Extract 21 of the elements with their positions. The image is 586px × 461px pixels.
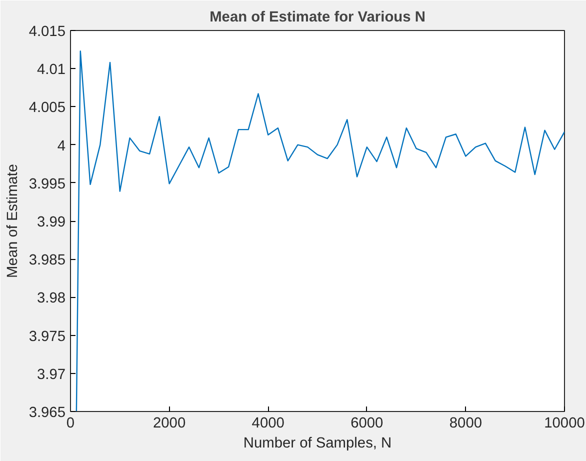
y-tick-label: 4.015 xyxy=(28,24,66,40)
y-axis-title: Mean of Estimate xyxy=(4,164,21,278)
y-tick-label: 3.965 xyxy=(28,405,66,421)
y-tick-label: 4 xyxy=(57,138,66,154)
x-tick-label: 10000 xyxy=(544,416,585,432)
y-tick-label: 3.995 xyxy=(28,176,66,192)
x-tick-label: 8000 xyxy=(449,416,482,432)
x-tick-label: 4000 xyxy=(252,416,284,432)
line-series xyxy=(76,50,564,412)
chart-title: Mean of Estimate for Various N xyxy=(210,10,426,26)
x-tick-label: 2000 xyxy=(153,416,186,432)
x-tick-label: 0 xyxy=(66,416,75,432)
y-tick-label: 4.01 xyxy=(36,62,66,78)
x-axis-title: Number of Samples, N xyxy=(243,436,392,452)
y-tick-label: 3.97 xyxy=(36,366,66,383)
y-tick-label: 3.975 xyxy=(28,328,66,345)
y-tick-label: 3.985 xyxy=(28,252,66,269)
x-tick-label: 6000 xyxy=(350,416,384,432)
y-tick-label: 3.98 xyxy=(36,290,66,307)
y-tick-label: 4.005 xyxy=(28,100,66,116)
y-tick-label: 3.99 xyxy=(36,214,66,230)
